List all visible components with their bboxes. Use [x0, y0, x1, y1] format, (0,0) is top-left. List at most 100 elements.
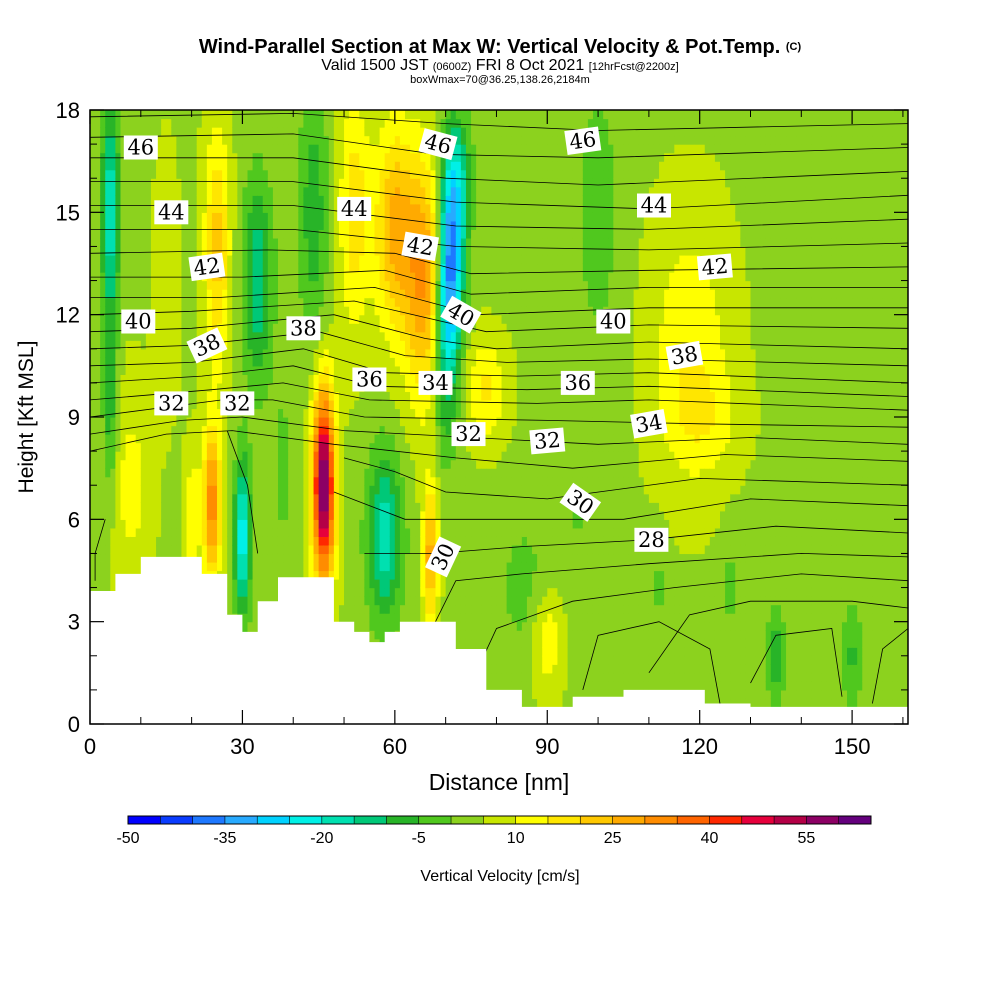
- field-cell: [171, 493, 177, 503]
- field-cell: [415, 613, 421, 623]
- field-cell: [425, 110, 432, 120]
- field-cell: [232, 220, 238, 230]
- field-cell: [374, 425, 381, 435]
- field-cell: [318, 237, 325, 248]
- field-cell: [389, 289, 396, 299]
- field-cell: [110, 314, 116, 324]
- field-cell: [90, 306, 96, 316]
- field-cell: [105, 399, 111, 410]
- field-cell: [328, 263, 335, 273]
- field-cell: [415, 553, 421, 563]
- field-cell: [415, 161, 421, 171]
- field-cell: [410, 374, 416, 384]
- field-cell: [262, 246, 269, 256]
- field-cell: [227, 289, 233, 299]
- field-cell: [125, 425, 132, 435]
- field-cell: [171, 289, 177, 299]
- field-cell: [267, 203, 274, 213]
- field-cell: [196, 220, 203, 230]
- field-cell: [410, 579, 416, 589]
- field-cell: [384, 451, 391, 461]
- field-cell: [354, 280, 360, 290]
- field-cell: [191, 527, 198, 537]
- field-cell: [277, 152, 284, 162]
- field-cell: [130, 502, 137, 512]
- field-cell: [150, 220, 157, 230]
- field-cell: [344, 434, 350, 444]
- field-cell: [262, 485, 269, 495]
- field-cell: [415, 118, 421, 128]
- field-cell: [354, 169, 360, 179]
- field-cell: [130, 272, 137, 282]
- field-cell: [354, 306, 360, 316]
- field-cell: [247, 527, 254, 537]
- field-cell: [90, 561, 96, 572]
- field-cell: [95, 510, 101, 520]
- field-cell: [293, 451, 299, 461]
- field-cell: [379, 203, 386, 213]
- field-cell: [105, 340, 111, 350]
- field-cell: [430, 178, 437, 188]
- field-cell: [410, 434, 416, 444]
- field-cell: [201, 195, 208, 205]
- field-cell: [277, 434, 284, 444]
- field-cell: [410, 553, 416, 563]
- field-cell: [420, 519, 426, 529]
- field-cell: [125, 229, 132, 239]
- field-cell: [237, 254, 244, 265]
- field-cell: [110, 527, 116, 537]
- field-cell: [237, 186, 244, 196]
- field-cell: [374, 399, 381, 410]
- field-cell: [394, 519, 401, 529]
- field-cell: [222, 254, 228, 265]
- field-cell: [293, 254, 299, 265]
- field-cell: [323, 451, 330, 461]
- field-cell: [283, 561, 289, 572]
- field-cell: [247, 570, 254, 580]
- field-cell: [222, 220, 228, 230]
- field-cell: [308, 237, 315, 248]
- field-cell: [242, 212, 249, 222]
- field-cell: [298, 348, 304, 358]
- field-cell: [191, 110, 198, 120]
- field-cell: [211, 468, 218, 478]
- field-cell: [313, 425, 320, 435]
- field-cell: [318, 144, 325, 154]
- field-cell: [237, 527, 244, 537]
- field-cell: [318, 391, 325, 401]
- field-cell: [181, 536, 188, 546]
- field-cell: [222, 280, 228, 290]
- field-cell: [364, 425, 371, 435]
- field-cell: [430, 613, 437, 623]
- field-cell: [176, 220, 183, 230]
- field-cell: [277, 348, 284, 358]
- field-cell: [338, 570, 345, 580]
- field-cell: [130, 169, 137, 179]
- field-cell: [222, 510, 228, 520]
- field-cell: [110, 229, 116, 239]
- field-cell: [120, 127, 127, 137]
- field-cell: [430, 485, 437, 495]
- field-cell: [374, 451, 381, 461]
- field-cell: [262, 365, 269, 375]
- field-cell: [186, 527, 193, 537]
- field-cell: [217, 348, 223, 358]
- field-cell: [227, 178, 233, 188]
- field-cell: [201, 510, 208, 520]
- field-cell: [338, 519, 345, 529]
- field-cell: [115, 272, 122, 282]
- field-cell: [318, 519, 325, 529]
- field-cell: [150, 519, 157, 529]
- field-cell: [95, 357, 101, 367]
- field-cell: [283, 476, 289, 486]
- field-cell: [425, 417, 432, 427]
- field-cell: [100, 451, 106, 461]
- field-cell: [430, 229, 437, 239]
- field-cell: [389, 561, 396, 572]
- field-cell: [313, 544, 320, 555]
- field-cell: [196, 203, 203, 213]
- field-cell: [125, 468, 132, 478]
- field-cell: [242, 510, 249, 520]
- field-cell: [262, 587, 269, 597]
- field-cell: [115, 527, 122, 537]
